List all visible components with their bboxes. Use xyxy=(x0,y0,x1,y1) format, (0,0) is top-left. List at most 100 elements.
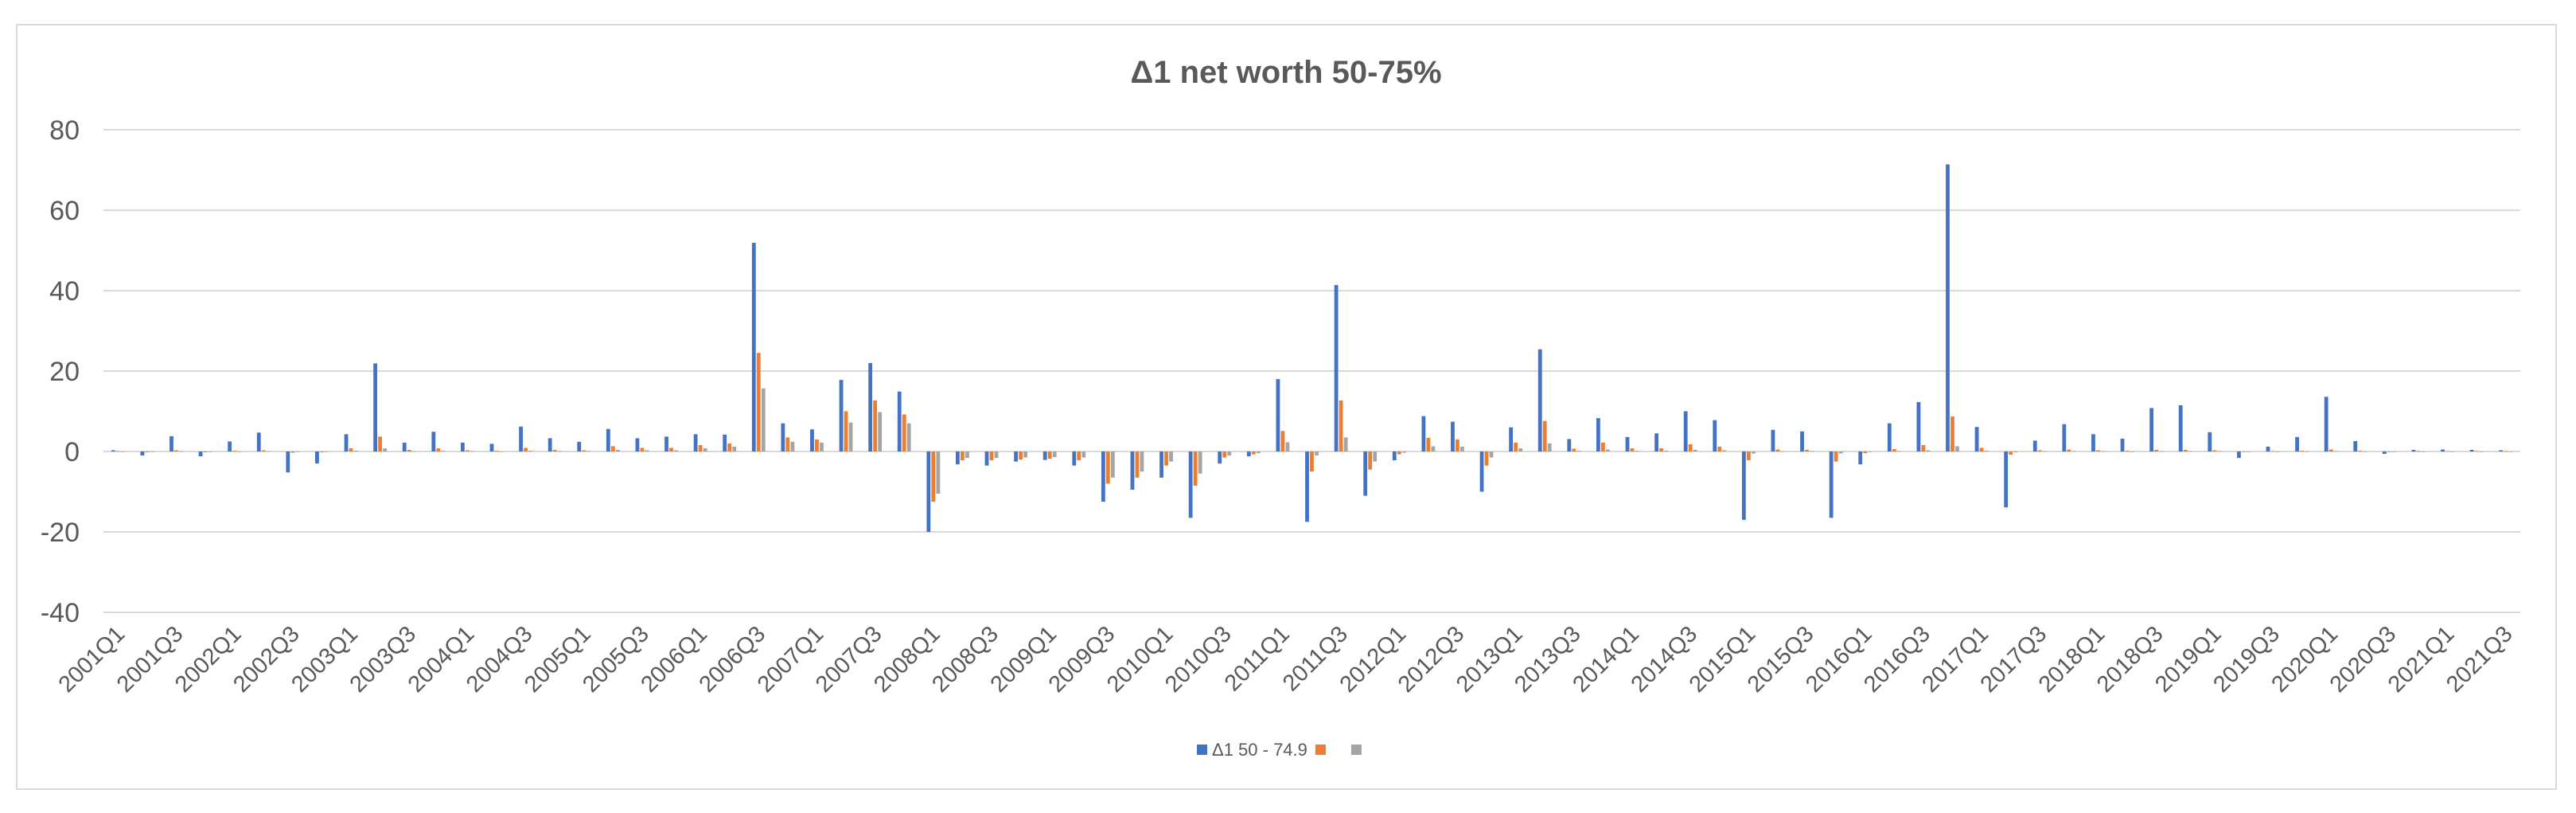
bar-series-1 xyxy=(1421,416,1426,451)
bar-series-1 xyxy=(1392,451,1397,461)
bar-series-1 xyxy=(1916,401,1921,451)
bar-series-2 xyxy=(1659,448,1663,451)
bar-series-1 xyxy=(1042,451,1047,460)
bar-series-3 xyxy=(295,451,300,452)
bar-series-2 xyxy=(407,449,411,451)
bar-series-1 xyxy=(2295,436,2299,451)
bar-series-1 xyxy=(1713,420,1717,451)
bar-series-3 xyxy=(2246,451,2251,452)
bar-series-3 xyxy=(1256,451,1261,454)
bar-series-3 xyxy=(1227,451,1232,456)
bar-series-2 xyxy=(1746,451,1751,461)
bar-series-1 xyxy=(635,438,640,451)
bar-series-3 xyxy=(1023,451,1027,458)
y-tick-label: 60 xyxy=(49,196,80,226)
bar-series-3 xyxy=(1052,451,1057,458)
bar-series-1 xyxy=(2382,451,2387,455)
bar-series-2 xyxy=(349,448,353,451)
bar-series-2 xyxy=(610,446,615,451)
bar-series-1 xyxy=(2324,397,2329,451)
bar-series-1 xyxy=(956,451,960,465)
bar-series-2 xyxy=(1863,451,1868,454)
x-tick-label: 2021Q3 xyxy=(2442,621,2518,698)
bar-series-1 xyxy=(170,436,173,451)
x-tick-label: 2010Q3 xyxy=(1160,621,1237,698)
bar-series-1 xyxy=(1567,439,1572,451)
bar-series-2 xyxy=(145,451,150,453)
bar-series-2 xyxy=(174,450,178,451)
bar-series-1 xyxy=(2441,449,2445,451)
bar-series-3 xyxy=(2450,451,2454,452)
bar-series-3 xyxy=(1926,450,1931,451)
y-tick-label: -20 xyxy=(41,518,80,548)
bar-series-1 xyxy=(1072,451,1077,466)
bar-series-2 xyxy=(1368,451,1373,470)
bar-series-3 xyxy=(615,449,620,451)
bar-series-1 xyxy=(606,428,610,451)
bar-series-2 xyxy=(1951,416,1954,451)
bar-series-1 xyxy=(2353,440,2358,451)
legend: Δ1 50 - 74.9 xyxy=(1197,740,1362,760)
bar-series-3 xyxy=(208,451,212,452)
bar-series-2 xyxy=(320,451,324,453)
bar-series-3 xyxy=(1693,449,1697,451)
bar-series-1 xyxy=(751,242,756,451)
legend-swatch xyxy=(1350,745,1362,755)
bar-series-1 xyxy=(2208,432,2212,451)
bar-series-1 xyxy=(2091,434,2095,451)
bar-series-2 xyxy=(1193,451,1198,486)
bar-series-1 xyxy=(2004,451,2009,508)
y-tick-label: 40 xyxy=(49,276,80,307)
bar-series-2 xyxy=(2037,450,2042,451)
y-tick-label: -40 xyxy=(41,598,80,628)
bar-series-2 xyxy=(1456,439,1459,451)
chart-frame: -40 -20 0 20 40 60 80 2001Q1 2001Q3 2002Q1 2002Q3… xyxy=(16,24,2557,790)
bar-series-2 xyxy=(552,449,557,451)
bar-series-3 xyxy=(1373,451,1378,462)
bar-chart: -40 -20 0 20 40 60 80 2001Q12001Q32002Q12002Q3… xyxy=(41,55,2520,760)
bar-series-2 xyxy=(1979,448,1984,451)
bar-series-2 xyxy=(2096,450,2100,451)
bar-series-1 xyxy=(2032,440,2037,451)
bar-series-2 xyxy=(1572,448,1576,451)
bar-series-1 xyxy=(1276,379,1280,451)
bar-series-3 xyxy=(790,441,795,451)
bar-series-2 xyxy=(1135,451,1140,478)
bar-series-3 xyxy=(1081,451,1086,458)
bar-series-3 xyxy=(965,451,969,459)
bar-series-1 xyxy=(810,429,814,451)
bar-series-1 xyxy=(1305,451,1309,522)
bar-series-2 xyxy=(2241,451,2246,452)
bar-series-3 xyxy=(906,423,911,451)
bar-series-2 xyxy=(1834,451,1838,462)
bar-series-3 xyxy=(2275,451,2280,452)
bar-series-3 xyxy=(2130,451,2134,452)
bar-series-3 xyxy=(1169,451,1173,462)
bar-series-1 xyxy=(868,362,873,451)
bar-series-1 xyxy=(1858,451,1863,465)
bar-series-1 xyxy=(1537,349,1542,451)
bar-series-3 xyxy=(1198,451,1202,474)
bar-series-1 xyxy=(1946,164,1950,451)
bar-series-1 xyxy=(548,438,552,451)
bar-series-2 xyxy=(727,443,732,451)
bar-series-3 xyxy=(120,451,125,452)
bar-series-3 xyxy=(848,422,853,451)
bar-series-3 xyxy=(383,448,388,451)
bar-series-1 xyxy=(664,436,668,451)
x-axis-ticks: 2001Q12001Q32002Q12002Q32003Q12003Q32004… xyxy=(54,621,2518,698)
bar-series-3 xyxy=(1110,451,1115,478)
bar-series-1 xyxy=(1654,433,1658,451)
bar-series-1 xyxy=(2149,408,2154,451)
bar-series-1 xyxy=(2062,424,2067,451)
bar-series-1 xyxy=(1363,451,1368,496)
bar-series-2 xyxy=(1426,437,1431,451)
bar-series-2 xyxy=(989,451,994,461)
bar-series-2 xyxy=(1542,420,1547,451)
bar-series-3 xyxy=(1751,451,1756,454)
bar-series-1 xyxy=(489,444,494,451)
bar-series-2 xyxy=(1630,448,1635,451)
bar-series-1 xyxy=(897,391,902,451)
y-axis-ticks: -40 -20 0 20 40 60 80 xyxy=(41,115,80,628)
bar-series-1 xyxy=(1974,427,1979,451)
